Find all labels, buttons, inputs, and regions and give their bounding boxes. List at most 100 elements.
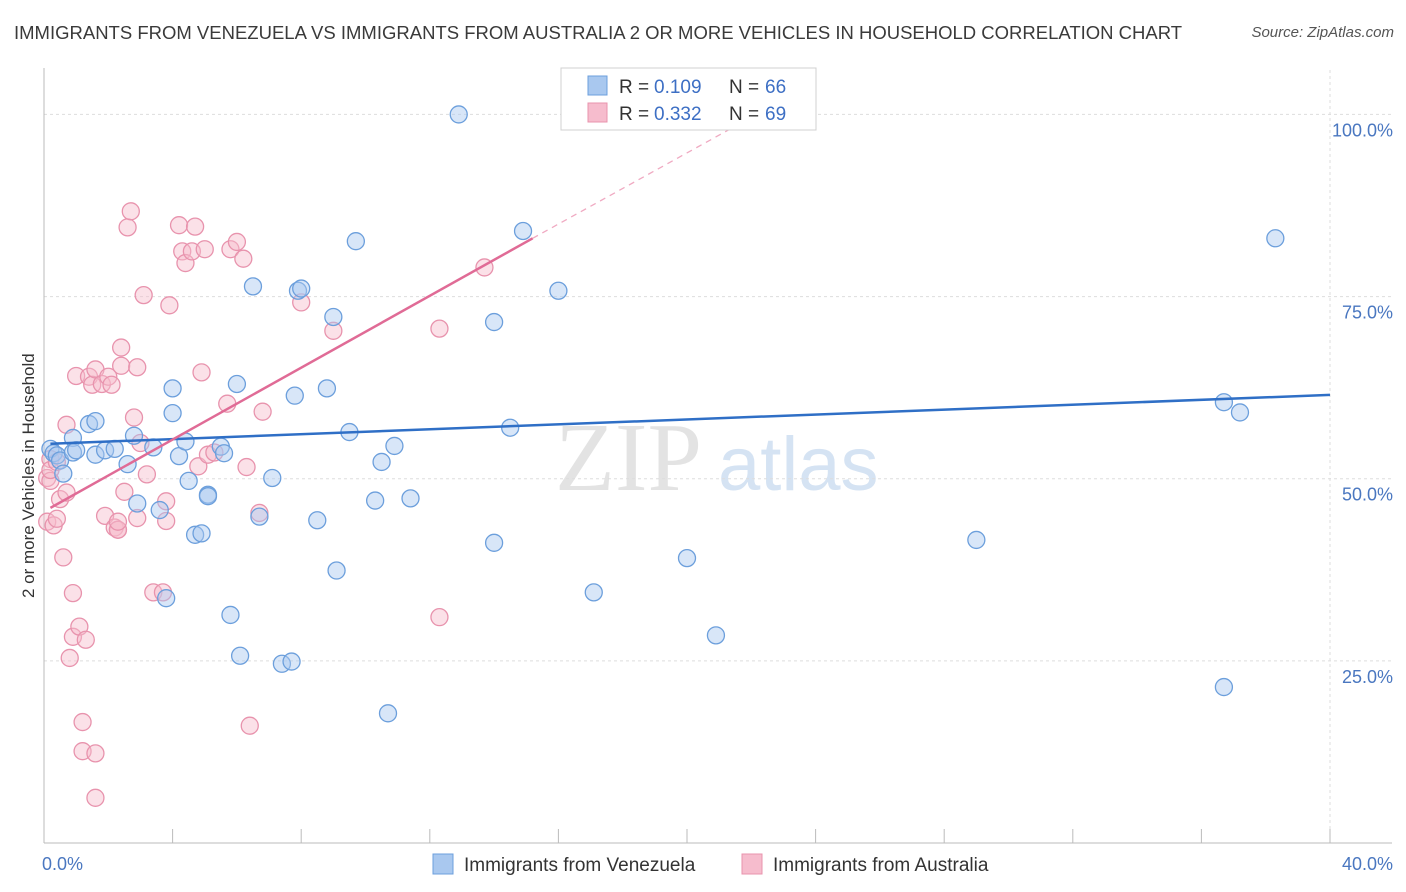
venezuela-point-39 — [288, 281, 308, 300]
venezuela-point-37 — [282, 652, 301, 671]
venezuela-point-31 — [227, 374, 247, 394]
australia-point-25 — [92, 374, 112, 394]
australia-point-49 — [169, 216, 189, 235]
australia-trendline — [49, 237, 534, 509]
venezuela-point-54 — [484, 312, 504, 332]
watermark-atlas: atlas — [718, 422, 879, 507]
venezuela-point-20 — [163, 379, 182, 398]
venezuela-points — [41, 105, 1285, 723]
y-tick-label-2: 50.0% — [1342, 485, 1393, 505]
venezuela-point-38 — [285, 386, 304, 405]
axes — [43, 68, 1392, 844]
tick-labels: 100.0% 75.0% 50.0% 25.0% 0.0% 40.0% — [42, 120, 1393, 874]
venezuela-point-33 — [243, 277, 263, 296]
venezuela-point-55 — [501, 418, 520, 437]
venezuela-point-53 — [484, 533, 504, 552]
legend-n-value-australia: 69 — [765, 104, 786, 125]
chart-title: IMMIGRANTS FROM VENEZUELA VS IMMIGRANTS … — [14, 22, 1183, 43]
australia-point-66 — [253, 402, 272, 421]
legend-n-value-venezuela: 66 — [765, 77, 786, 98]
gridlines — [44, 70, 1392, 843]
venezuela-point-4 — [54, 464, 73, 483]
australia-point-61 — [227, 232, 247, 252]
venezuela-point-30 — [221, 605, 240, 625]
venezuela-point-46 — [346, 232, 366, 251]
venezuela-point-42 — [317, 379, 337, 398]
australia-point-70 — [430, 319, 449, 338]
venezuela-point-34 — [250, 507, 269, 526]
venezuela-point-25 — [192, 524, 211, 543]
legend-r-label-australia: R = — [619, 104, 649, 125]
trendlines — [49, 84, 1331, 509]
australia-point-60 — [221, 240, 240, 259]
venezuela-point-65 — [1266, 229, 1285, 248]
x-tick-label-0: 0.0% — [42, 854, 83, 874]
legend-r-label-venezuela: R = — [619, 77, 649, 98]
australia-point-51 — [176, 253, 195, 273]
australia-point-50 — [173, 242, 192, 261]
venezuela-point-12 — [105, 439, 124, 458]
venezuela-point-18 — [157, 589, 176, 608]
venezuela-point-64 — [1230, 403, 1250, 422]
venezuela-point-7 — [67, 441, 86, 460]
legend-swatch-australia — [587, 102, 608, 123]
bottom-legend-swatch-venezuela — [432, 853, 454, 875]
australia-point-43 — [137, 465, 157, 484]
australia-point-36 — [118, 218, 137, 237]
venezuela-point-41 — [308, 511, 327, 530]
australia-point-34 — [112, 338, 131, 357]
australia-point-63 — [237, 457, 256, 477]
legend-n-label-australia: N = — [729, 104, 759, 125]
australia-point-33 — [112, 356, 131, 375]
legend-n-label-venezuela: N = — [729, 77, 759, 98]
australia-point-15 — [67, 366, 86, 386]
australia-point-32 — [108, 512, 128, 531]
venezuela-point-49 — [378, 704, 398, 723]
venezuela-point-10 — [86, 445, 105, 464]
venezuela-point-66 — [1214, 677, 1234, 697]
venezuela-point-51 — [401, 489, 420, 508]
australia-point-53 — [185, 217, 205, 236]
venezuela-point-43 — [324, 307, 343, 327]
australia-point-48 — [160, 296, 179, 315]
venezuela-point-59 — [677, 548, 697, 568]
australia-trendline-extension — [532, 84, 810, 239]
venezuela-point-40 — [292, 279, 311, 298]
y-axis-label: 2 or more Vehicles in Household — [19, 353, 38, 598]
australia-point-69 — [430, 607, 449, 627]
australia-point-40 — [128, 358, 147, 377]
australia-point-39 — [128, 508, 147, 528]
venezuela-point-62 — [967, 530, 986, 550]
australia-point-12 — [60, 648, 79, 668]
venezuela-point-57 — [549, 281, 568, 300]
y-tick-label-0: 100.0% — [1332, 120, 1393, 140]
chart-source: Source: ZipAtlas.com — [1251, 24, 1394, 41]
venezuela-point-52 — [449, 105, 468, 124]
venezuela-point-19 — [163, 403, 182, 423]
australia-point-67 — [292, 293, 311, 312]
venezuela-point-35 — [263, 468, 282, 488]
australia-point-7 — [47, 509, 67, 528]
australia-point-28 — [102, 375, 121, 394]
legend-r-value-venezuela: 0.109 — [654, 77, 702, 98]
venezuela-point-29 — [214, 444, 234, 463]
australia-point-38 — [124, 408, 144, 427]
venezuela-point-17 — [150, 500, 169, 520]
venezuela-point-32 — [230, 646, 250, 665]
australia-point-19 — [76, 630, 95, 649]
australia-point-9 — [54, 548, 73, 567]
australia-point-18 — [73, 712, 92, 732]
venezuela-point-15 — [128, 494, 147, 513]
australia-point-56 — [195, 240, 214, 259]
venezuela-trendline — [50, 393, 1331, 445]
venezuela-point-23 — [179, 471, 198, 491]
australia-point-14 — [63, 583, 83, 603]
australia-point-54 — [189, 457, 208, 476]
australia-point-62 — [234, 249, 253, 268]
bottom-legend-label-australia: Immigrants from Australia — [773, 855, 989, 876]
australia-point-46 — [157, 511, 176, 531]
australia-point-37 — [121, 202, 140, 221]
australia-point-42 — [134, 285, 153, 305]
venezuela-point-9 — [86, 412, 105, 431]
